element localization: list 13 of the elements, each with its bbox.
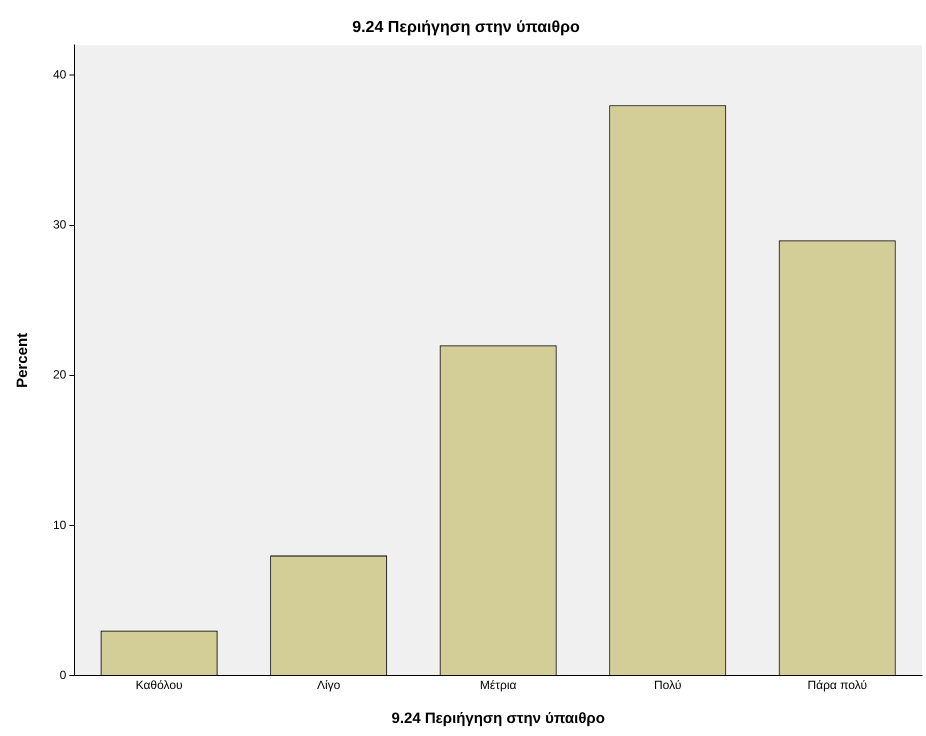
- y-tick-label: 20: [52, 368, 67, 382]
- x-tick-label: Καθόλου: [136, 678, 183, 692]
- y-tick-label: 30: [52, 218, 67, 232]
- y-tick-label: 40: [52, 68, 67, 82]
- y-axis-title: Percent: [14, 332, 32, 388]
- x-tick-label: Πολύ: [654, 678, 682, 692]
- y-tick-label: 10: [52, 518, 67, 532]
- y-tick-label: 0: [60, 668, 67, 682]
- chart-title: 9.24 Περιήγηση στην ύπαιθρο: [352, 19, 580, 36]
- x-tick-label: Πάρα πολύ: [807, 678, 867, 692]
- x-tick-label: Μέτρια: [480, 678, 516, 692]
- x-axis-title: 9.24 Περιήγηση στην ύπαιθρο: [391, 710, 605, 728]
- x-tick-label: Λίγο: [316, 678, 341, 692]
